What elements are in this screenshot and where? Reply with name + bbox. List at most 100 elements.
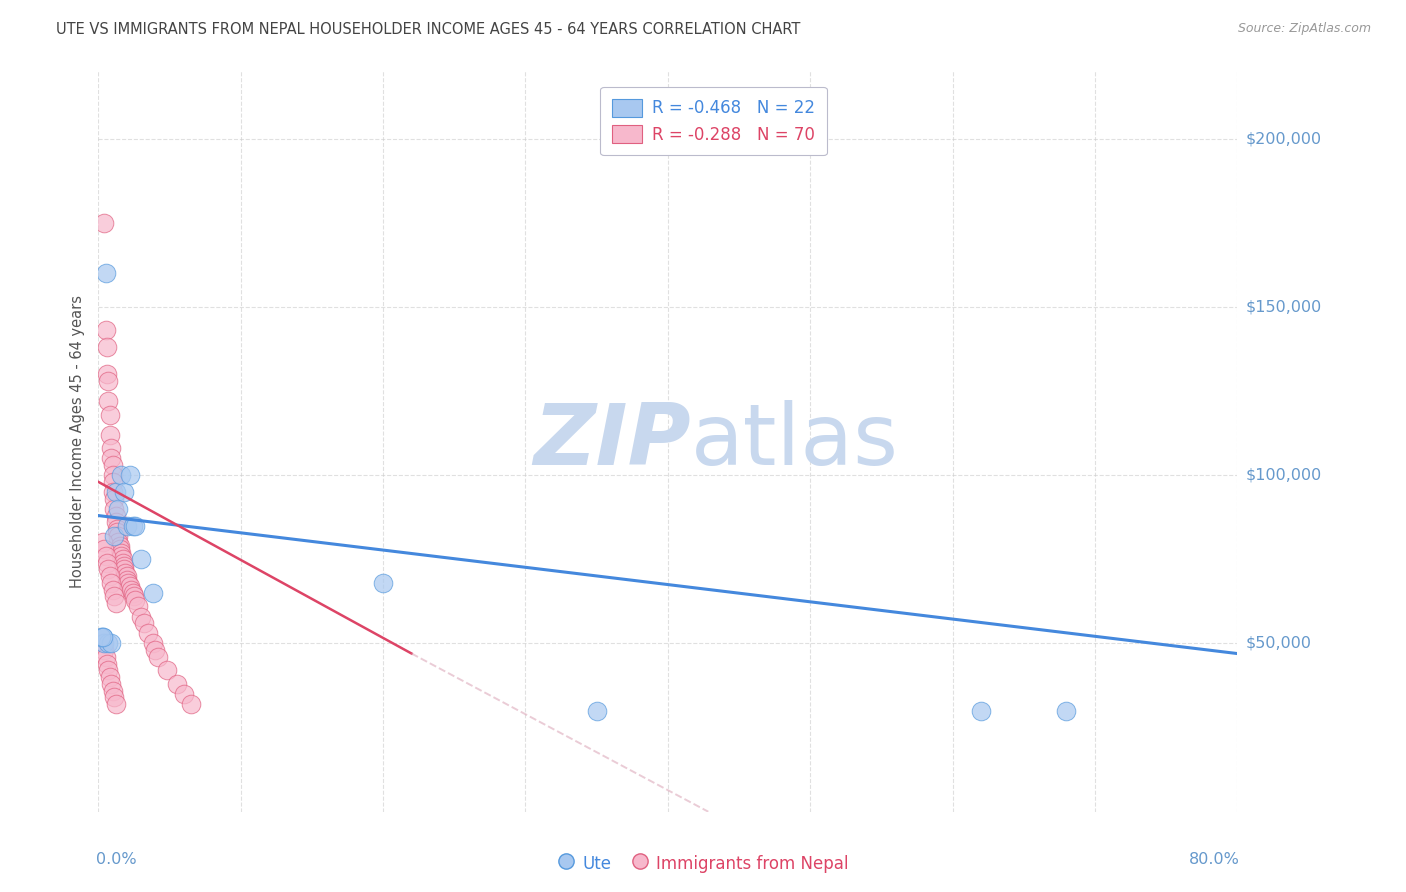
Point [90,630,112,644]
Text: $150,000: $150,000 [1246,300,1322,314]
Text: atlas: atlas [690,400,898,483]
Point [97,664,120,678]
Text: 80.0%: 80.0% [1188,853,1240,867]
Point [103,501,125,516]
Point [129,552,152,566]
Text: Source: ZipAtlas.com: Source: ZipAtlas.com [1237,22,1371,36]
Point [115,518,138,533]
Point [96,340,118,354]
Legend: Ute, Immigrants from Nepal: Ute, Immigrants from Nepal [551,847,855,880]
Point [104,516,127,530]
Point [101,458,124,472]
Point [100,636,122,650]
Point [110,549,132,563]
Point [98,670,121,684]
Point [101,582,124,597]
Point [156,664,179,678]
Point [100,575,122,590]
Point [101,683,124,698]
Point [124,592,146,607]
Point [112,559,135,574]
Text: $200,000: $200,000 [1246,131,1322,146]
Point [93,643,115,657]
Point [110,546,132,560]
Point [103,690,125,705]
Point [94,549,117,563]
Point [111,556,134,570]
Point [129,609,152,624]
Point [141,636,163,650]
Point [107,529,129,543]
Point [121,586,143,600]
Point [1056,704,1078,718]
Point [91,630,114,644]
Point [103,590,125,604]
Point [104,508,127,523]
Point [117,575,139,590]
Point [111,552,134,566]
Point [91,630,114,644]
Point [100,677,122,691]
Point [120,582,142,597]
Point [148,649,170,664]
Point [108,542,131,557]
Legend: R = -0.468   N = 22, R = -0.288   N = 70: R = -0.468 N = 22, R = -0.288 N = 70 [600,87,827,155]
Point [108,539,131,553]
Point [91,636,114,650]
Point [970,704,993,718]
Point [94,324,117,338]
Point [94,266,117,280]
Point [112,485,135,500]
Point [105,525,128,540]
Point [97,374,120,388]
Point [166,677,188,691]
Point [107,501,129,516]
Point [121,518,143,533]
Point [97,636,120,650]
Point [373,575,395,590]
Point [91,535,114,549]
Point [94,649,117,664]
Point [104,485,127,500]
Point [145,643,167,657]
Point [96,657,118,671]
Text: ZIP: ZIP [533,400,690,483]
Point [136,626,159,640]
Text: UTE VS IMMIGRANTS FROM NEPAL HOUSEHOLDER INCOME AGES 45 - 64 YEARS CORRELATION C: UTE VS IMMIGRANTS FROM NEPAL HOUSEHOLDER… [56,22,800,37]
Point [173,687,195,701]
Point [103,529,125,543]
Point [112,562,135,576]
Point [141,586,163,600]
Point [127,599,149,614]
Point [93,216,115,230]
Point [93,636,115,650]
Point [114,566,136,580]
Point [118,579,141,593]
Point [122,590,145,604]
Point [98,408,121,422]
Point [96,556,118,570]
Text: 0.0%: 0.0% [96,853,136,867]
Point [103,491,125,506]
Point [101,485,124,500]
Point [93,542,115,557]
Point [124,518,146,533]
Point [101,468,124,483]
Point [98,427,121,442]
Point [98,569,121,583]
Point [115,569,138,583]
Text: $100,000: $100,000 [1246,467,1322,483]
Point [107,535,129,549]
Point [97,394,120,409]
Point [110,468,132,483]
Point [100,451,122,466]
Point [132,616,155,631]
Point [96,368,118,382]
Point [100,442,122,456]
Point [104,596,127,610]
Point [180,697,202,711]
Point [101,475,124,489]
Point [115,573,138,587]
Point [118,468,141,483]
Point [104,697,127,711]
